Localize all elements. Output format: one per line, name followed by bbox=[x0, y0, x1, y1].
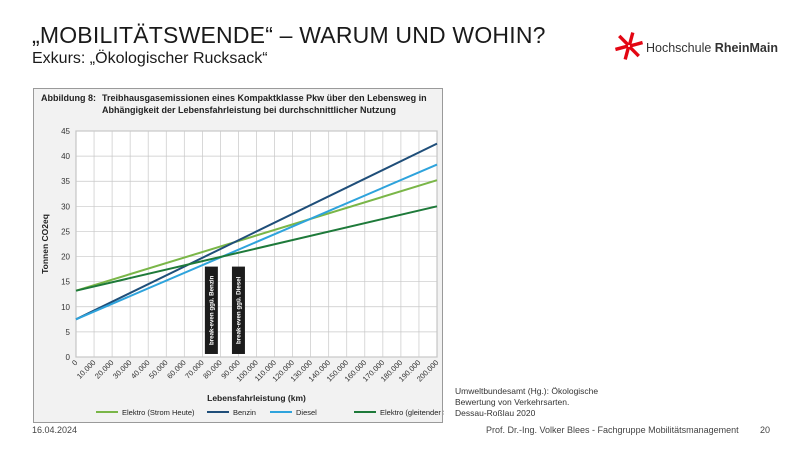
logo-ray bbox=[614, 44, 629, 52]
x-tick-label: 80.000 bbox=[201, 358, 224, 381]
annotation-box bbox=[204, 266, 218, 354]
x-tick-label: 40.000 bbox=[129, 358, 152, 381]
slide-subtitle: Exkurs: „Ökologischer Rucksack“ bbox=[32, 50, 268, 67]
y-tick-label: 15 bbox=[61, 278, 70, 287]
legend-item: Elektro (gleitender Strommix) bbox=[354, 408, 444, 417]
logo-ray bbox=[629, 40, 644, 48]
y-tick-label: 0 bbox=[66, 353, 71, 362]
figure: 0 5 10 15 20 25 30 35 40 45 0 10.000 20.000 30.000 40.… bbox=[33, 88, 444, 423]
line-chart: 051015202530354045010.00020.00030.00040.… bbox=[40, 127, 444, 417]
annotation-label: break-even ggü. Benzin bbox=[209, 275, 216, 345]
break-even-annotation: break-even ggü. Diesel bbox=[231, 266, 245, 354]
logo-text: Hochschule RheinMain bbox=[646, 41, 778, 55]
y-tick-label: 45 bbox=[61, 127, 70, 136]
series-line bbox=[75, 142, 438, 321]
source-line-2: Bewertung von Verkehrsarten. bbox=[455, 397, 570, 407]
logo-text-regular: Hochschule bbox=[646, 41, 715, 55]
legend-item: Elektro (Strom Heute) bbox=[96, 408, 195, 417]
legend-label: Elektro (Strom Heute) bbox=[122, 408, 195, 417]
y-axis-label: Tonnen CO2eq bbox=[40, 214, 50, 274]
legend-item: Diesel bbox=[270, 408, 317, 417]
x-axis-label: Lebensfahrleistung (km) bbox=[207, 393, 306, 403]
figure-caption: Treibhausgasemissionen eines Kompaktklas… bbox=[102, 93, 427, 115]
y-tick-label: 35 bbox=[61, 177, 70, 186]
annotation-label: break-even ggü. Diesel bbox=[236, 276, 243, 344]
series-line bbox=[75, 163, 438, 321]
y-tick-label: 40 bbox=[61, 152, 70, 161]
source-line-3: Dessau-Roßlau 2020 bbox=[455, 408, 536, 418]
legend-label: Elektro (gleitender Strommix) bbox=[380, 408, 444, 417]
footer-author: Prof. Dr.-Ing. Volker Blees - Fachgruppe… bbox=[486, 425, 739, 435]
source-line-1: Umweltbundesamt (Hg.): Ökologische bbox=[455, 386, 599, 396]
source-citation: Umweltbundesamt (Hg.): Ökologische Bewer… bbox=[455, 386, 655, 419]
star-logo-icon bbox=[614, 32, 644, 60]
figure-number: Abbildung 8: bbox=[41, 93, 96, 103]
university-logo: Hochschule RheinMain bbox=[614, 30, 778, 62]
page-number: 20 bbox=[760, 425, 771, 435]
x-tick-label: 70.000 bbox=[183, 358, 206, 381]
logo-text-bold: RheinMain bbox=[714, 41, 778, 55]
series-line bbox=[75, 205, 438, 292]
y-tick-label: 25 bbox=[61, 227, 70, 236]
break-even-annotation: break-even ggü. Benzin bbox=[204, 266, 218, 354]
x-tick-label: 0 bbox=[70, 358, 79, 367]
y-tick-label: 30 bbox=[61, 202, 70, 211]
y-tick-label: 20 bbox=[61, 253, 70, 262]
series-line bbox=[75, 179, 438, 292]
slide-title: „MOBILITÄTSWENDE“ – WARUM UND WOHIN? bbox=[32, 22, 546, 48]
x-tick-label: 50.000 bbox=[147, 358, 170, 381]
legend-item: Benzin bbox=[207, 408, 256, 417]
x-tick-label: 10.000 bbox=[75, 358, 98, 381]
logo-ray bbox=[623, 46, 631, 60]
x-tick-label: 20.000 bbox=[93, 358, 116, 381]
logo-ray bbox=[618, 34, 630, 47]
footer-date: 16.04.2024 bbox=[32, 425, 78, 435]
logo-ray bbox=[628, 45, 640, 58]
x-tick-label: 60.000 bbox=[165, 358, 188, 381]
x-tick-label: 30.000 bbox=[111, 358, 134, 381]
legend-label: Diesel bbox=[296, 408, 317, 417]
logo-ray bbox=[627, 32, 635, 46]
y-tick-label: 10 bbox=[61, 303, 70, 312]
annotation-box bbox=[231, 266, 245, 354]
legend-label: Benzin bbox=[233, 408, 256, 417]
y-tick-label: 5 bbox=[66, 328, 71, 337]
